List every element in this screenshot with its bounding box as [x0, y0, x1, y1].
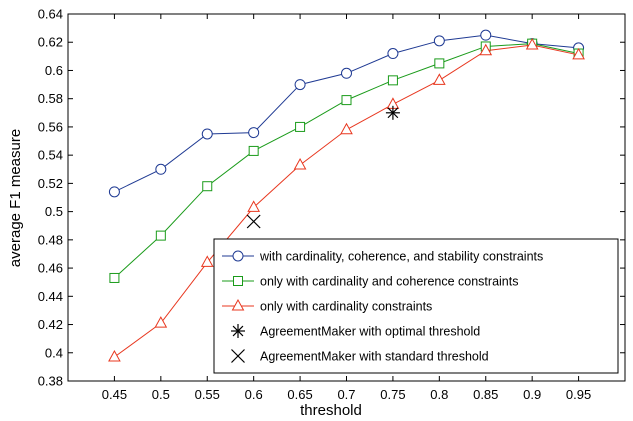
y-tick-label: 0.46 [38, 261, 63, 276]
x-tick-label: 0.9 [523, 387, 541, 402]
y-tick-label: 0.54 [38, 148, 63, 163]
reference-points [246, 105, 400, 229]
data-point [155, 230, 166, 241]
reference-point [246, 214, 261, 229]
data-point [202, 181, 213, 192]
data-point [201, 128, 213, 140]
data-point [433, 35, 445, 47]
x-tick-label: 0.5 [152, 387, 170, 402]
data-point [247, 200, 261, 212]
data-point [432, 73, 446, 85]
data-point [108, 186, 120, 198]
y-tick-label: 0.52 [38, 176, 63, 191]
y-tick-label: 0.4 [45, 345, 63, 360]
legend-entry: AgreementMaker with standard threshold [231, 349, 489, 364]
data-point [480, 29, 492, 41]
legend-entry: with cardinality, coherence, and stabili… [222, 250, 543, 264]
data-point [108, 349, 121, 362]
reference-point [385, 105, 400, 120]
data-point [434, 58, 445, 69]
x-tick-label: 0.95 [566, 387, 591, 402]
data-point [200, 255, 214, 267]
data-point [154, 316, 168, 328]
legend-entry: only with cardinality and coherence cons… [222, 275, 518, 289]
data-point [248, 127, 260, 139]
data-point [525, 38, 539, 50]
data-point [155, 163, 167, 175]
legend: with cardinality, coherence, and stabili… [213, 238, 619, 374]
x-stroke [246, 214, 261, 229]
legend-marker [231, 298, 245, 311]
asterisk-stroke [387, 107, 399, 119]
y-tick-label: 0.62 [38, 35, 63, 50]
x-axis: 0.45 0.5 0.55 0.6 0.65 0.7 0.75 0.8 0.85 0.9 0.95 [102, 14, 591, 402]
data-point [479, 43, 493, 56]
x-tick-label: 0.7 [337, 387, 355, 402]
legend-marker [232, 250, 244, 262]
x-tick-label: 0.85 [473, 387, 498, 402]
data-point [341, 67, 352, 79]
x-tick-label: 0.65 [287, 387, 312, 402]
legend-entry: only with cardinality constraints [222, 298, 432, 314]
data-point [295, 121, 306, 132]
x-tick-label: 0.55 [195, 387, 220, 402]
data-point [340, 122, 353, 135]
y-tick-label: 0.6 [45, 63, 63, 78]
y-tick-label: 0.44 [38, 289, 63, 304]
legend-marker [233, 276, 243, 286]
x-tick-label: 0.45 [102, 387, 127, 402]
data-point [572, 47, 585, 60]
x-tick-label: 0.6 [245, 387, 263, 402]
y-tick-label: 0.42 [38, 317, 63, 332]
y-tick-label: 0.58 [38, 91, 63, 106]
series-layer [108, 29, 585, 362]
x-axis-label: threshold [300, 402, 362, 419]
legend-marker [231, 324, 245, 338]
y-tick-label: 0.56 [38, 119, 63, 134]
data-point [109, 272, 120, 283]
y-tick-label: 0.48 [38, 232, 63, 247]
y-axis-label: average F1 measure [7, 129, 24, 267]
asterisk-stroke [232, 325, 244, 337]
legend-label: with cardinality, coherence, and stabili… [259, 250, 543, 264]
series-3 [108, 38, 585, 362]
y-tick-label: 0.5 [45, 204, 63, 219]
legend-label: only with cardinality constraints [260, 300, 432, 314]
x-tick-label: 0.8 [430, 387, 448, 402]
data-point [341, 95, 352, 106]
data-point [293, 157, 307, 170]
legend-entry: AgreementMaker with optimal threshold [231, 324, 480, 339]
data-point [387, 75, 398, 86]
x-tick-label: 0.75 [380, 387, 405, 402]
series-line [114, 34, 579, 193]
legend-marker [231, 349, 245, 363]
y-tick-label: 0.38 [38, 374, 63, 389]
series-1 [108, 29, 585, 198]
legend-label: only with cardinality and coherence cons… [260, 275, 518, 289]
data-point [387, 48, 399, 60]
legend-label: AgreementMaker with optimal threshold [260, 325, 480, 339]
y-tick-label: 0.64 [38, 7, 63, 22]
x-stroke [231, 349, 245, 363]
data-point [248, 145, 259, 156]
data-point [294, 79, 306, 91]
legend-box [213, 238, 619, 374]
legend-label: AgreementMaker with standard threshold [260, 350, 489, 364]
y-axis: 0.38 0.4 0.42 0.44 0.46 0.48 0.5 0.52 0.54 0.56 0.… [38, 7, 625, 389]
